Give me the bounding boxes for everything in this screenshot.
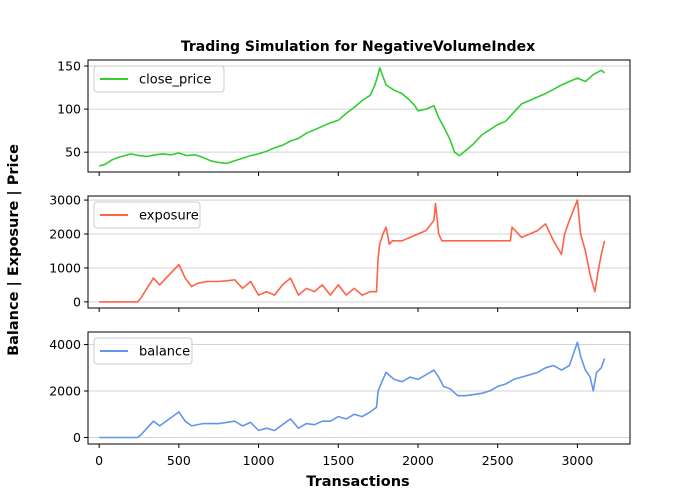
x-tick-label: 500 [167,453,191,468]
x-axis-label: Transactions [306,474,409,490]
legend: balance [93,337,193,365]
legend-entry: exposure [139,209,199,224]
x-tick-label: 3000 [561,453,593,468]
y-tick-label: 1000 [49,260,81,275]
x-tick-label: 1500 [322,453,354,468]
y-tick-label: 150 [57,59,81,74]
axes-frame [87,331,631,445]
legend-box [93,201,201,229]
y-tick-label: 4000 [49,337,81,352]
y-tick-label: 2000 [49,384,81,399]
chart-title: Trading Simulation for NegativeVolumeInd… [181,39,535,55]
x-tick-label: 2000 [402,453,434,468]
y-tick-label: 2000 [49,227,81,242]
panel-exposure: 0 1000 2000 3000 exposure [49,193,631,312]
axes-frame [87,59,631,173]
panel-close_price: 50 100 150 close_price [57,59,631,176]
series-line-close_price [98,67,606,167]
x-tick-label: 0 [95,453,103,468]
x-tick-label: 2500 [482,453,514,468]
legend-entry: balance [139,345,190,360]
legend: close_price [93,65,225,93]
legend: exposure [93,201,201,229]
y-tick-label: 100 [57,102,81,117]
y-tick-label: 50 [65,145,81,160]
legend-box [93,337,193,365]
panel-balance: 0 2000 4000 balance [49,331,631,448]
y-axis-label: Balance | Exposure | Price [6,144,22,356]
y-tick-label: 0 [73,430,81,445]
y-tick-label: 3000 [49,193,81,208]
x-axis: 0 500 1000 1500 2000 2500 3000 [95,453,593,468]
y-tick-label: 0 [73,294,81,309]
legend-entry: close_price [139,73,211,88]
series-line-balance [99,341,606,439]
legend-box [93,65,225,93]
series-line-exposure [99,199,606,303]
axes-frame [87,195,631,309]
chart-panels: 50 100 150 close_price 0 1000 2000 3000 exposure… [49,59,631,468]
x-tick-label: 1000 [243,453,275,468]
